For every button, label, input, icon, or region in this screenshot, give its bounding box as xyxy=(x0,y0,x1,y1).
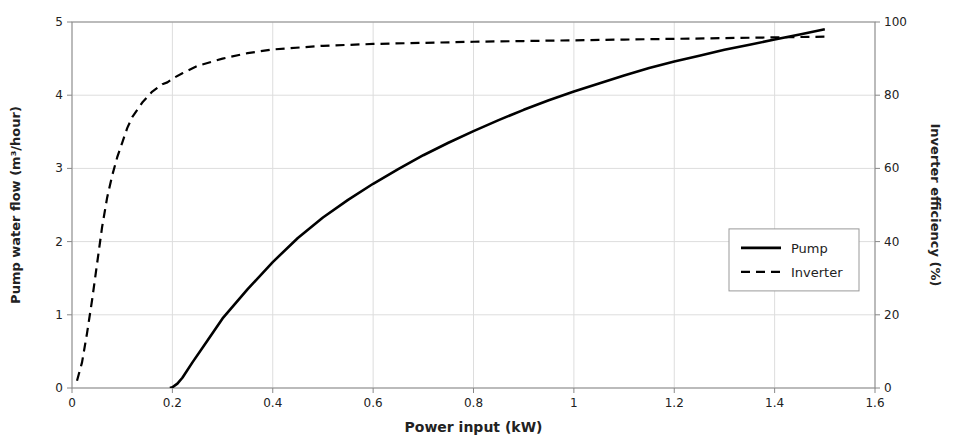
y2-tick-label: 100 xyxy=(884,15,907,29)
legend-label: Inverter xyxy=(791,265,843,280)
grid-line-x xyxy=(774,22,775,388)
y2-tick-label: 0 xyxy=(884,381,892,395)
x-tick-label: 1 xyxy=(570,396,578,410)
x-tick-label: 1.4 xyxy=(765,396,784,410)
y2-tick xyxy=(875,95,880,96)
y2-tick xyxy=(875,388,880,389)
grid-line-x xyxy=(573,22,574,388)
x-tick xyxy=(473,388,474,393)
axes: 00.20.40.60.811.21.41.601234502040608010… xyxy=(55,15,907,410)
y2-tick xyxy=(875,314,880,315)
grid-line-x xyxy=(272,22,273,388)
x-tick-label: 0.6 xyxy=(364,396,383,410)
y-tick-label: 2 xyxy=(55,235,63,249)
chart: 00.20.40.60.811.21.41.601234502040608010… xyxy=(0,0,953,446)
x-tick-label: 0.4 xyxy=(263,396,282,410)
y-tick-label: 4 xyxy=(55,88,63,102)
x-tick xyxy=(272,388,273,393)
grid-line-x xyxy=(172,22,173,388)
y-tick xyxy=(67,388,72,389)
grid xyxy=(72,22,875,388)
y-tick-label: 3 xyxy=(55,161,63,175)
series-line xyxy=(77,37,825,381)
x-tick xyxy=(172,388,173,393)
x-tick-label: 0.8 xyxy=(464,396,483,410)
legend-label: Pump xyxy=(791,241,828,256)
plot-frame xyxy=(72,22,875,388)
y2-tick-label: 80 xyxy=(884,88,899,102)
y-tick xyxy=(67,95,72,96)
grid-line-y xyxy=(72,95,875,96)
y2-tick xyxy=(875,168,880,169)
y-tick xyxy=(67,168,72,169)
x-tick-label: 1.6 xyxy=(865,396,884,410)
x-tick-label: 0 xyxy=(68,396,76,410)
y2-axis-label: Inverter efficiency (%) xyxy=(928,124,943,287)
x-tick xyxy=(875,388,876,393)
plot-area xyxy=(77,29,825,388)
grid-line-x xyxy=(674,22,675,388)
x-tick xyxy=(373,388,374,393)
legend-swatch xyxy=(741,271,781,273)
x-tick xyxy=(72,388,73,393)
x-tick-label: 1.2 xyxy=(665,396,684,410)
y-tick-label: 5 xyxy=(55,15,63,29)
y2-tick xyxy=(875,22,880,23)
y-axis-label: Pump water flow (m³/hour) xyxy=(8,106,23,304)
x-tick xyxy=(774,388,775,393)
x-tick xyxy=(674,388,675,393)
y-tick xyxy=(67,22,72,23)
grid-line-x xyxy=(473,22,474,388)
grid-line-y xyxy=(72,168,875,169)
y-tick-label: 1 xyxy=(55,308,63,322)
x-axis-label: Power input (kW) xyxy=(405,419,543,435)
y-tick xyxy=(67,241,72,242)
y-tick xyxy=(67,314,72,315)
series-line xyxy=(170,29,825,388)
y2-tick xyxy=(875,241,880,242)
legend: Pump Inverter xyxy=(729,229,859,291)
y2-tick-label: 60 xyxy=(884,161,899,175)
y-tick-label: 0 xyxy=(55,381,63,395)
y2-tick-label: 40 xyxy=(884,235,899,249)
grid-line-x xyxy=(373,22,374,388)
legend-box xyxy=(729,229,859,291)
x-tick xyxy=(573,388,574,393)
y2-tick-label: 20 xyxy=(884,308,899,322)
grid-line-y xyxy=(72,314,875,315)
x-tick-label: 0.2 xyxy=(163,396,182,410)
legend-swatch xyxy=(741,247,781,250)
